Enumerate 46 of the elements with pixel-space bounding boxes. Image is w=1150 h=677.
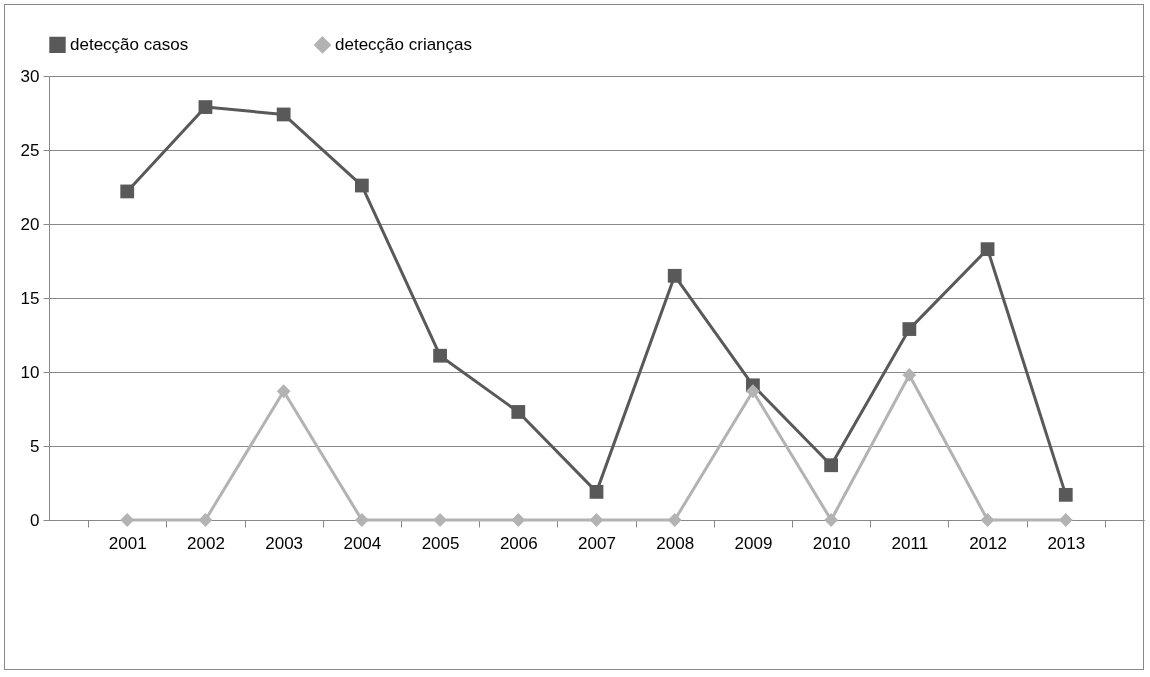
point xyxy=(354,513,369,527)
point xyxy=(511,513,526,527)
legend-label: detecção crianças xyxy=(335,34,473,54)
point xyxy=(589,513,604,527)
x-tick-label: 2010 xyxy=(812,533,851,553)
point xyxy=(746,384,760,399)
point xyxy=(824,458,839,473)
y-tick-label: 10 xyxy=(20,362,40,382)
y-tick-label: 5 xyxy=(30,436,40,456)
x-tick-label: 2008 xyxy=(656,533,695,553)
point xyxy=(667,268,682,283)
point xyxy=(667,513,682,527)
point xyxy=(824,513,839,527)
x-tick-label: 2012 xyxy=(969,533,1007,553)
y-tick-label: 20 xyxy=(20,214,40,234)
x-tick-label: 2004 xyxy=(343,533,382,553)
x-tick-label: 2013 xyxy=(1047,533,1086,553)
y-tick-label: 30 xyxy=(20,66,40,86)
y-tick-label: 0 xyxy=(30,510,40,530)
x-tick-label: 2003 xyxy=(265,533,304,553)
point xyxy=(902,368,917,382)
point xyxy=(980,513,995,527)
x-tick-label: 2005 xyxy=(421,533,460,553)
point xyxy=(1058,487,1073,502)
point xyxy=(902,322,917,336)
point xyxy=(433,348,447,363)
point xyxy=(980,242,995,257)
point xyxy=(120,184,135,199)
x-tick-label: 2007 xyxy=(578,533,616,553)
point xyxy=(589,484,604,499)
point xyxy=(1058,513,1073,527)
point xyxy=(276,384,291,399)
point xyxy=(198,513,213,527)
x-tick-label: 2011 xyxy=(891,533,929,553)
x-tick-label: 2002 xyxy=(187,533,225,553)
x-tick-label: 2009 xyxy=(734,533,773,553)
point xyxy=(511,405,526,419)
x-tick-label: 2001 xyxy=(108,533,147,553)
point xyxy=(120,513,135,527)
point xyxy=(354,178,369,193)
x-tick-label: 2006 xyxy=(499,533,538,553)
point xyxy=(198,100,213,114)
point xyxy=(276,107,291,122)
legend-label: detecção casos xyxy=(70,34,189,54)
y-tick-label: 15 xyxy=(20,288,40,308)
y-tick-label: 25 xyxy=(20,140,40,160)
